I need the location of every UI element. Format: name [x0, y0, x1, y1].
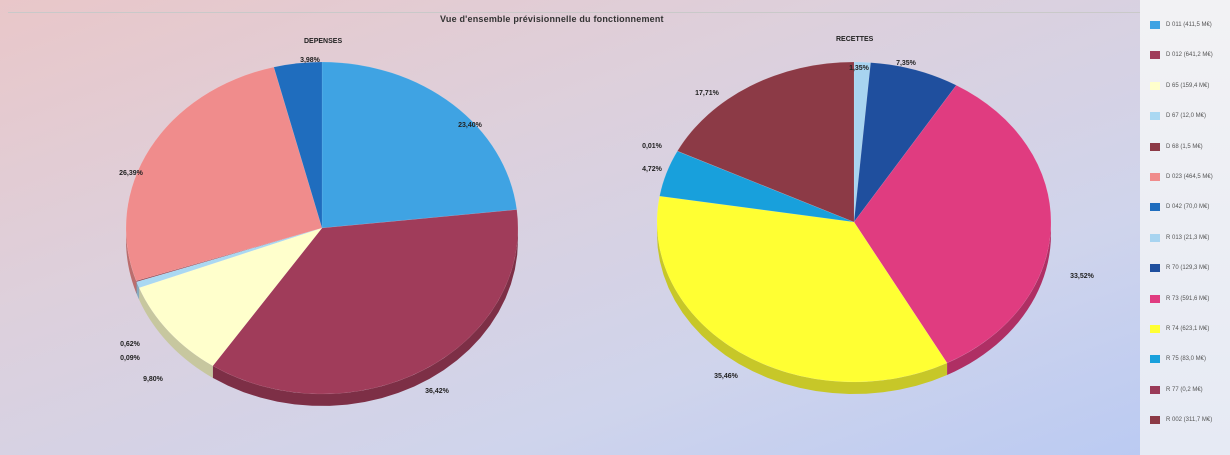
pie-0-slice-5 [125, 66, 323, 282]
legend-item: R 013 (21,3 M€) [1150, 233, 1209, 243]
pie-1-label-6: 17,71% [695, 90, 720, 97]
recettes-title: RECETTES [836, 36, 874, 43]
legend-item: D 68 (1,5 M€) [1150, 142, 1203, 152]
pie-0-label-6: 3,98% [300, 57, 321, 64]
pie-1-slice-0 [853, 61, 871, 223]
legend-swatch [1150, 203, 1160, 212]
legend-item: D 042 (70,0 M€) [1150, 202, 1209, 212]
legend-label: D 042 (70,0 M€) [1166, 204, 1210, 211]
pie-0-slice-3 [136, 227, 323, 289]
pie-0-rim-2 [139, 287, 213, 378]
pie-0-slice-2 [138, 227, 323, 367]
legend-swatch [1150, 294, 1160, 303]
legend-label: D 67 (12,0 M€) [1166, 113, 1207, 120]
pie-0-slice-4 [135, 227, 323, 283]
legend-label: R 74 (623,1 M€) [1166, 326, 1210, 332]
pie-0-label-3: 0,62% [120, 341, 141, 348]
legend-swatch [1150, 112, 1160, 121]
legend-swatch [1150, 173, 1160, 181]
legend-label: D 023 (464,5 M€) [1166, 174, 1213, 180]
legend-swatch [1150, 416, 1160, 425]
legend-swatch [1150, 325, 1160, 333]
legend-item: R 74 (623,1 M€) [1150, 324, 1209, 334]
legend-swatch [1150, 264, 1160, 273]
legend-swatch [1150, 233, 1160, 242]
legend-label: R 002 (311,7 M€) [1166, 417, 1213, 424]
legend-item: D 012 (641,2 M€) [1150, 50, 1213, 60]
legend-item: R 77 (0,2 M€) [1150, 385, 1203, 395]
pie-1-label-2: 33,52% [1070, 273, 1095, 280]
pie-1-label-3: 35,46% [714, 373, 739, 380]
pie-0-label-5: 26,39% [119, 170, 144, 177]
pie-1-label-0: 1,35% [849, 65, 870, 72]
pie-charts: 23,40% 36,42% 9,80% 0,62% 0,09% 26,39% 3,98% 1,… [119, 57, 1095, 406]
legend: D 011 (411,5 M€) D 012 (641,2 M€) D 65 (15… [1140, 0, 1230, 455]
pie-0-label-2: 9,80% [143, 376, 164, 383]
legend-item: R 70 (129,3 M€) [1150, 263, 1209, 273]
legend-label: R 70 (129,3 M€) [1166, 265, 1210, 272]
pie-0-slice-0 [321, 61, 518, 229]
legend-label: D 012 (641,2 M€) [1166, 52, 1213, 59]
pie-1-slice-4 [659, 150, 855, 223]
legend-item: D 023 (464,5 M€) [1150, 172, 1213, 182]
legend-label: R 013 (21,3 M€) [1166, 234, 1210, 241]
pie-1-label-1: 7,35% [896, 60, 917, 67]
legend-swatch [1150, 51, 1160, 60]
pie-0: 23,40% 36,42% 9,80% 0,62% 0,09% 26,39% 3,98% [119, 57, 519, 406]
legend-item: D 67 (12,0 M€) [1150, 111, 1206, 121]
pie-1: 1,35% 7,35% 33,52% 35,46% 4,72% 0,01% 17,71% [642, 60, 1095, 394]
pie-0-slice-6 [273, 61, 323, 229]
pie-0-label-1: 36,42% [425, 388, 450, 395]
legend-label: R 73 (591,6 M€) [1166, 295, 1210, 302]
legend-label: D 65 (159,4 M€) [1166, 82, 1210, 89]
depenses-title: DEPENSES [304, 38, 343, 45]
legend-label: R 75 (83,0 M€) [1166, 356, 1207, 363]
legend-swatch [1150, 355, 1160, 364]
pie-1-rim-3 [657, 222, 948, 394]
legend-item: R 75 (83,0 M€) [1150, 354, 1206, 364]
pie-1-slice-1 [853, 62, 957, 223]
legend-swatch [1150, 142, 1160, 151]
legend-label: D 011 (411,5 M€) [1166, 22, 1212, 28]
pie-1-slice-5 [677, 150, 855, 223]
pie-0-rim-1 [212, 228, 518, 406]
pie-0-slice-1 [212, 209, 519, 395]
legend-swatch [1150, 21, 1160, 29]
pie-1-label-4: 4,72% [642, 166, 663, 173]
legend-label: R 77 (0,2 M€) [1166, 386, 1203, 393]
legend-label: D 68 (1,5 M€) [1166, 143, 1203, 150]
pie-1-rim-2 [947, 222, 1051, 376]
pie-0-rim-5 [126, 228, 137, 293]
chart-frame [8, 12, 1140, 451]
legend-item: D 011 (411,5 M€) [1150, 20, 1212, 30]
pie-0-rim-3 [136, 281, 140, 300]
legend-swatch [1150, 385, 1160, 394]
chart-title: Vue d'ensemble prévisionnelle du fonctio… [440, 14, 664, 24]
pie-1-label-5: 0,01% [642, 143, 663, 150]
pie-1-slice-3 [656, 195, 948, 383]
pie-0-label-0: 23,40% [458, 122, 483, 129]
legend-item: R 002 (311,7 M€) [1150, 415, 1212, 425]
legend-item: R 73 (591,6 M€) [1150, 294, 1209, 304]
pie-1-slice-6 [677, 61, 855, 223]
legend-swatch [1150, 81, 1160, 90]
legend-item: D 65 (159,4 M€) [1150, 81, 1209, 91]
pie-1-slice-2 [853, 84, 1052, 364]
pie-0-label-4: 0,09% [120, 355, 141, 362]
